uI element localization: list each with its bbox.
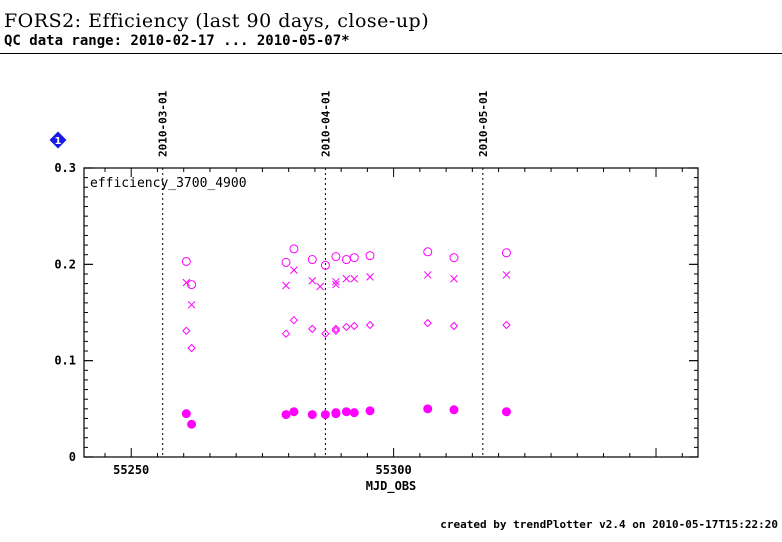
date-marker-label: 2010-04-01	[319, 90, 332, 157]
data-point-open-diamond	[365, 320, 375, 330]
data-point-filled-circle	[341, 407, 351, 417]
data-point-cross	[316, 282, 325, 291]
data-point-filled-circle	[423, 404, 433, 414]
data-point-filled-circle	[289, 407, 299, 417]
badge-label: 1	[55, 136, 62, 147]
data-point-open-circle	[181, 256, 191, 266]
data-point-filled-circle	[331, 409, 341, 419]
data-point-open-circle	[289, 244, 299, 254]
data-point-filled-circle	[365, 406, 375, 416]
data-point-open-diamond	[342, 322, 351, 332]
data-point-open-diamond	[449, 321, 459, 331]
data-point-open-diamond	[281, 329, 291, 338]
y-tick-label: 0.3	[54, 161, 76, 175]
data-point-open-circle	[341, 255, 351, 265]
data-point-filled-circle	[320, 410, 330, 420]
data-point-open-diamond	[331, 326, 341, 336]
data-point-filled-circle	[187, 419, 197, 429]
data-point-open-diamond	[182, 326, 191, 336]
data-point-open-diamond	[350, 321, 359, 331]
data-point-filled-circle	[307, 410, 317, 420]
date-marker-label: 2010-03-01	[157, 90, 170, 157]
data-point-filled-circle	[449, 405, 459, 415]
data-point-cross	[450, 274, 458, 283]
data-point-filled-circle	[349, 408, 359, 418]
data-point-cross	[423, 271, 432, 279]
y-tick-label: 0	[69, 450, 76, 464]
top-badge[interactable]: 1	[49, 131, 67, 149]
data-point-cross	[282, 281, 290, 290]
x-tick-label: 55250	[113, 463, 149, 477]
axes: 0 0.1 0.2 0.3 55250 55300	[54, 161, 698, 477]
data-point-cross	[308, 276, 317, 285]
date-marker-label: 2010-05-01	[477, 90, 490, 157]
header-divider	[0, 53, 782, 54]
data-point-open-diamond	[321, 329, 330, 338]
data-point-open-circle	[423, 247, 433, 257]
page-title: FORS2: Efficiency (last 90 days, close-u…	[4, 10, 430, 32]
data-point-open-circle	[307, 255, 317, 265]
x-axis-label: MJD_OBS	[366, 479, 417, 494]
plot-frame	[83, 167, 699, 458]
footer-credit: created by trendPlotter v2.4 on 2010-05-…	[440, 518, 778, 531]
panel-label: efficiency_3700_4900	[90, 176, 247, 191]
data-point-cross	[332, 280, 340, 289]
data-point-open-diamond	[308, 324, 317, 334]
x-tick-label: 55300	[376, 463, 412, 477]
data-point-open-diamond	[423, 318, 432, 328]
data-point-cross	[342, 274, 351, 283]
page-subtitle: QC data range: 2010-02-17 ... 2010-05-07…	[4, 33, 350, 49]
data-points	[181, 244, 511, 429]
data-point-open-circle	[320, 260, 330, 270]
data-point-open-circle	[349, 253, 359, 263]
data-point-cross	[350, 274, 359, 283]
data-point-cross	[290, 266, 298, 274]
data-point-cross	[366, 273, 374, 281]
y-tick-label: 0.1	[54, 354, 76, 368]
data-point-cross	[332, 277, 340, 286]
data-point-open-circle	[281, 257, 291, 267]
data-point-open-circle	[331, 252, 341, 262]
data-point-open-diamond	[502, 320, 511, 330]
data-point-filled-circle	[281, 410, 291, 420]
data-point-open-diamond	[187, 343, 196, 353]
data-point-open-circle	[365, 251, 375, 261]
data-point-cross	[187, 300, 196, 309]
data-point-open-diamond	[331, 324, 341, 334]
data-point-open-circle	[501, 248, 511, 258]
data-point-filled-circle	[501, 407, 511, 417]
data-point-open-circle	[449, 253, 459, 263]
data-point-filled-circle	[181, 409, 191, 419]
data-point-open-diamond	[289, 315, 299, 325]
data-point-cross	[182, 278, 191, 287]
y-tick-label: 0.2	[54, 257, 76, 271]
date-markers: 2010-03-01 2010-04-01 2010-05-01	[157, 90, 490, 457]
data-point-cross	[502, 271, 511, 279]
